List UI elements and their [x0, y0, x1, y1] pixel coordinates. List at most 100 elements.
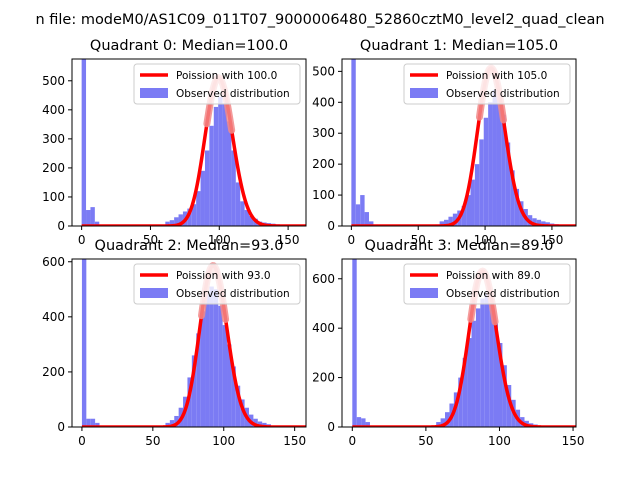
histogram-bar: [492, 89, 497, 226]
histogram-bar: [452, 213, 458, 226]
legend-observed-swatch: [140, 88, 168, 98]
histogram-bar: [356, 417, 362, 427]
histogram-bar: [204, 150, 210, 226]
y-tick-label: 100: [42, 190, 65, 204]
legend: Poission with 105.0 Observed distribution: [403, 63, 571, 105]
histogram-bar: [262, 422, 267, 427]
y-tick-label: 600: [312, 272, 335, 286]
histogram-bar: [257, 421, 263, 427]
histogram-bar: [480, 298, 485, 427]
y-tick-label: 0: [57, 420, 65, 434]
histogram-bar: [361, 418, 366, 427]
y-tick-label: 200: [312, 371, 335, 385]
histogram-bar: [187, 208, 192, 226]
x-tick-label: 50: [145, 434, 160, 448]
x-tick-label: 0: [348, 434, 356, 448]
legend-poisson-label: Poission with 93.0: [176, 270, 271, 282]
histogram-bar: [95, 422, 100, 427]
histogram-bars: [81, 59, 298, 226]
histogram-bar: [240, 399, 245, 427]
histogram-bar: [209, 125, 214, 226]
histogram-bar: [439, 221, 445, 226]
histogram-bar: [94, 221, 100, 226]
histogram-bar: [506, 385, 512, 427]
histogram-bar: [448, 216, 453, 226]
y-tick-label: 200: [312, 157, 335, 171]
histogram-bar: [222, 325, 228, 427]
histogram-bar: [365, 422, 370, 427]
legend-poisson-label: Poission with 89.0: [446, 270, 541, 282]
histogram-bar: [174, 217, 179, 226]
subplot-title: Quadrant 3: Median=89.0: [365, 238, 554, 254]
histogram-bar: [222, 104, 227, 226]
legend-box: [403, 63, 571, 105]
x-tick-label: 100: [488, 434, 511, 448]
legend-observed-label: Observed distribution: [446, 88, 560, 100]
histogram-bar: [90, 207, 95, 226]
histogram-bar: [510, 170, 515, 226]
histogram-bar: [218, 305, 223, 427]
histogram-bar: [364, 212, 370, 226]
x-tick-label: 150: [540, 233, 563, 247]
x-tick-label: 150: [562, 434, 585, 448]
y-tick-label: 200: [42, 365, 65, 379]
y-tick-label: 500: [312, 64, 335, 78]
histogram-bar: [213, 289, 219, 427]
histogram-bar: [514, 188, 520, 226]
histogram-bar: [532, 218, 537, 226]
histogram-bar: [231, 366, 236, 427]
x-tick-label: 50: [411, 233, 426, 247]
histogram-bar: [488, 102, 493, 226]
histogram-bar: [240, 201, 245, 226]
histogram-bar: [235, 182, 241, 226]
histogram-bar: [436, 422, 441, 427]
histogram-bar: [86, 210, 91, 226]
histogram-bar: [81, 59, 87, 226]
y-tick-label: 400: [42, 310, 65, 324]
histogram-bar: [483, 117, 489, 226]
histogram-bar: [169, 220, 175, 226]
histogram-bar: [484, 293, 490, 427]
histogram-bar: [360, 195, 365, 226]
histogram-bar: [165, 221, 170, 226]
histogram-bar: [466, 195, 471, 226]
histogram-bar: [462, 357, 468, 427]
histogram-bar: [169, 420, 175, 427]
legend: Poission with 100.0 Observed distribution: [133, 63, 301, 105]
histogram-bar: [226, 121, 232, 226]
legend-observed-label: Observed distribution: [176, 88, 290, 100]
axes-frame: [71, 258, 307, 428]
x-tick-label: 50: [143, 233, 158, 247]
histogram-bar: [467, 338, 472, 427]
y-tick-label: 400: [312, 321, 335, 335]
histogram-bar: [174, 415, 179, 427]
histogram-bar: [200, 311, 206, 427]
histogram-bar: [502, 365, 507, 427]
x-tick-label: 50: [418, 434, 433, 448]
histogram-bar: [231, 150, 236, 226]
y-tick-label: 400: [312, 95, 335, 109]
histogram-bar: [458, 377, 463, 427]
histogram-bar: [213, 106, 219, 226]
axes-frame: [341, 258, 577, 428]
legend: Poission with 93.0 Observed distribution: [133, 263, 301, 305]
x-tick-label: 0: [78, 434, 86, 448]
legend: Poission with 89.0 Observed distribution: [403, 263, 571, 305]
axes-frame: [341, 58, 577, 227]
histogram-bar: [351, 59, 356, 226]
axes-frame: [71, 58, 307, 227]
histogram-bar: [493, 323, 498, 427]
subplot-title: Quadrant 1: Median=105.0: [360, 38, 558, 54]
legend-box: [133, 263, 301, 305]
legend-box: [403, 263, 571, 305]
histogram-bar: [244, 210, 250, 226]
x-tick-label: 0: [78, 233, 86, 247]
histogram-bar: [86, 418, 91, 427]
histogram-bar: [541, 221, 546, 226]
legend-observed-swatch: [140, 288, 168, 298]
legend-observed-swatch: [410, 88, 438, 98]
subplot-title: Quadrant 2: Median=93.0: [95, 238, 284, 254]
histogram-bar: [209, 286, 214, 427]
histogram-bar: [461, 205, 467, 226]
